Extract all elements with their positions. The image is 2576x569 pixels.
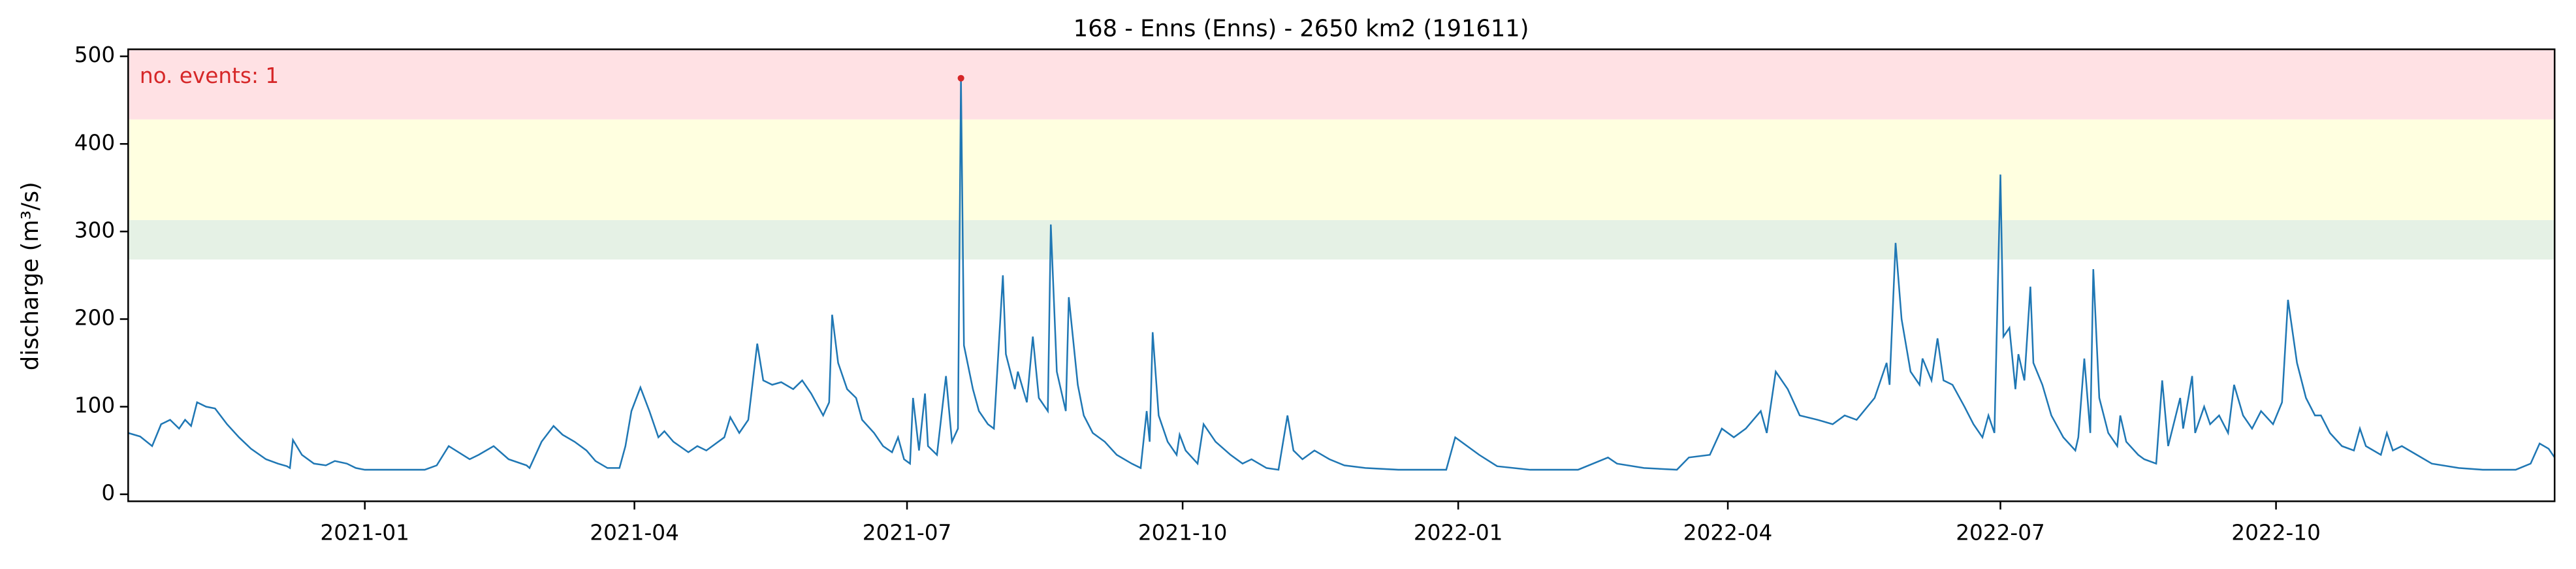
y-axis-label: discharge (m³/s): [17, 182, 44, 370]
x-tick-label: 2022-04: [1683, 521, 1773, 545]
threshold-band: [128, 219, 2555, 260]
y-tick-label: 500: [74, 42, 115, 67]
y-tick-label: 400: [74, 130, 115, 155]
x-tick-label: 2021-04: [590, 521, 679, 545]
x-tick-label: 2022-01: [1414, 521, 1503, 545]
x-tick-label: 2022-10: [2231, 521, 2321, 545]
threshold-band: [128, 49, 2555, 120]
x-tick-label: 2022-07: [1956, 521, 2045, 545]
chart-title: 168 - Enns (Enns) - 2650 km2 (191611): [1073, 15, 1529, 42]
plot-frame: [127, 48, 2556, 502]
discharge-line: [127, 78, 2556, 471]
x-tick-label: 2021-07: [863, 521, 952, 545]
y-tick-label: 0: [101, 481, 115, 506]
x-tick-label: 2021-10: [1138, 521, 1228, 545]
threshold-band: [128, 119, 2555, 220]
annotation: no. events: 1: [140, 63, 279, 88]
y-tick-label: 300: [74, 218, 115, 242]
y-tick-label: 200: [74, 305, 115, 330]
x-tick-label: 2021-01: [320, 521, 409, 545]
y-tick-label: 100: [74, 393, 115, 418]
event-marker: [957, 74, 964, 82]
